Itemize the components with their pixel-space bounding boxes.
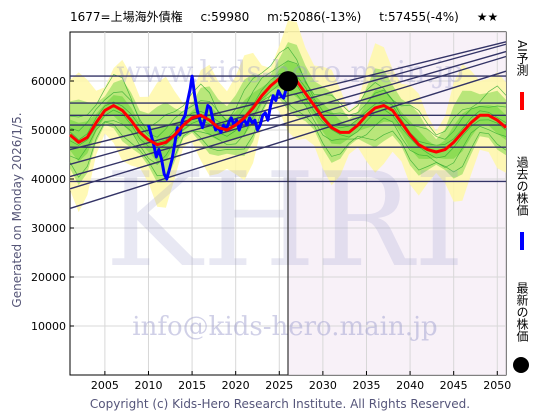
legend-history-label: 過去の株価 [515, 156, 529, 216]
band-strand-5 [69, 46, 507, 136]
y-tick-label-60000: 60000 [31, 75, 66, 88]
y-tick-label-30000: 30000 [31, 222, 66, 235]
title-code-name: 1677=上場海外債権 [70, 10, 183, 24]
legend-history-swatch [520, 232, 524, 250]
current-price-dot [278, 71, 298, 92]
legend-latest-swatch [513, 357, 529, 373]
y-tick-label-10000: 10000 [31, 320, 66, 333]
level-lines [70, 75, 506, 375]
x-tick-label-2030: 2030 [309, 379, 337, 392]
axis-ticks: 2005 2010 2015 2020 2025 2030 2035 2040 2045 2050… [31, 75, 511, 392]
y-tick-label-40000: 40000 [31, 173, 66, 186]
title-target: t:57455(-4%) [379, 10, 459, 24]
title-current: c:59980 [200, 10, 250, 24]
watermark-bottom: info@kids-hero.main.jp [132, 312, 437, 342]
y-tick-label-20000: 20000 [31, 271, 66, 284]
x-tick-label-2010: 2010 [134, 379, 162, 392]
x-tick-label-2020: 2020 [222, 379, 250, 392]
x-tick-label-2015: 2015 [178, 379, 206, 392]
title-stars: ★★ [476, 10, 499, 24]
legend-ai-label: AI予測 [515, 40, 529, 76]
x-tick-label-2005: 2005 [91, 379, 119, 392]
x-tick-label-2035: 2035 [352, 379, 380, 392]
x-tick-label-2045: 2045 [440, 379, 468, 392]
y-tick-label-50000: 50000 [31, 124, 66, 137]
x-tick-label-2050: 2050 [483, 379, 511, 392]
watermark-center: KHRI [105, 144, 465, 296]
copyright-text: Copyright (c) Kids-Hero Research Institu… [89, 397, 471, 411]
title-mean: m:52086(-13%) [267, 10, 362, 24]
legend-latest-label: 最新の株価 [515, 282, 529, 342]
legend-ai-swatch [520, 92, 524, 110]
x-tick-label-2040: 2040 [396, 379, 424, 392]
chart-title: 1677=上場海外債権 c:59980 m:52086(-13%) t:5745… [70, 8, 500, 24]
current-marker [278, 71, 298, 92]
x-tick-label-2025: 2025 [265, 379, 293, 392]
band-middle [70, 42, 506, 185]
